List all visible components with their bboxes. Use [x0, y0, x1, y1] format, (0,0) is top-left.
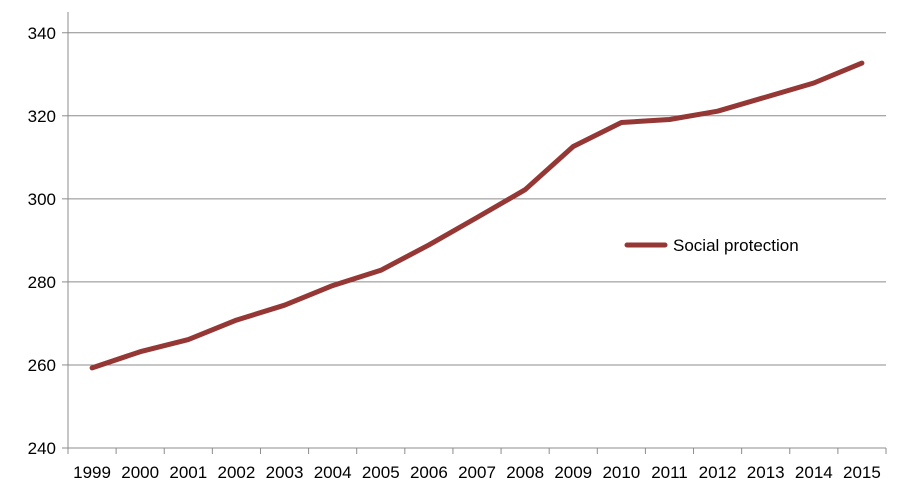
x-tick-label: 2009	[554, 463, 592, 482]
x-tick-label: 2001	[169, 463, 207, 482]
x-tick-label: 2013	[747, 463, 785, 482]
x-tick-label: 2000	[121, 463, 159, 482]
x-tick-label: 2002	[217, 463, 255, 482]
axes: 240 260 280 300 320 340 1999 2000 2001 2002 2003 20…	[28, 12, 887, 482]
x-tick-label: 2015	[843, 463, 881, 482]
y-tick-label: 280	[28, 273, 56, 292]
x-tick-label: 2004	[314, 463, 352, 482]
gridlines	[68, 32, 886, 366]
x-tick-label: 2003	[266, 463, 304, 482]
series-line-social-protection	[89, 60, 865, 371]
y-tick-label: 340	[28, 24, 56, 43]
y-tick-label: 300	[28, 190, 56, 209]
x-tick-label: 2014	[795, 463, 833, 482]
x-tick-label: 2012	[699, 463, 737, 482]
x-tick-label: 2006	[410, 463, 448, 482]
x-tick-label: 2005	[362, 463, 400, 482]
y-tick-label: 320	[28, 107, 56, 126]
y-tick-label: 260	[28, 356, 56, 375]
legend-label-social-protection: Social protection	[673, 236, 799, 255]
x-tick-label: 2008	[506, 463, 544, 482]
y-tick-label: 240	[28, 439, 56, 458]
legend: Social protection	[624, 236, 799, 255]
series-layer	[89, 60, 865, 371]
x-tick-label: 1999	[73, 463, 111, 482]
x-tick-label: 2011	[651, 463, 688, 482]
x-tick-label: 2007	[458, 463, 496, 482]
x-tick-label: 2010	[602, 463, 640, 482]
